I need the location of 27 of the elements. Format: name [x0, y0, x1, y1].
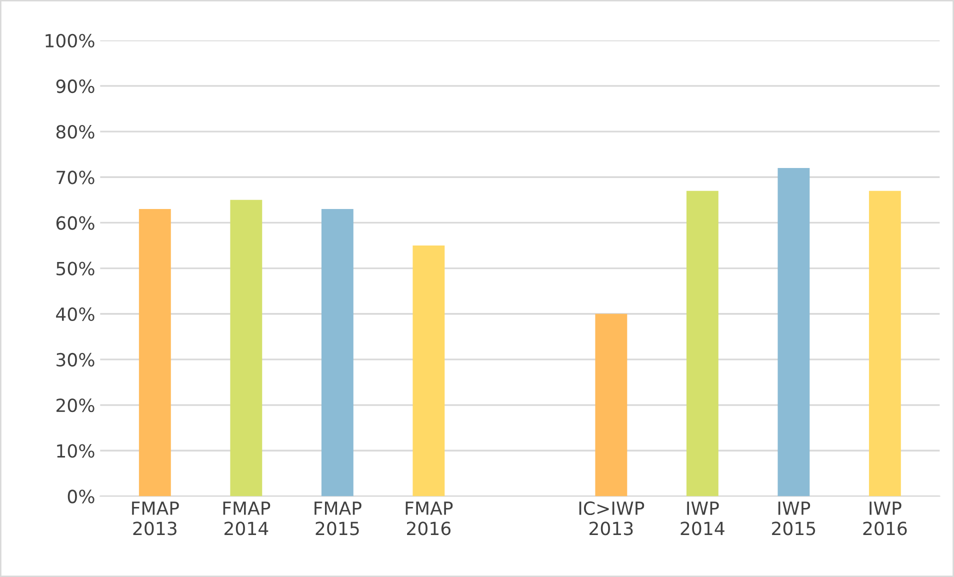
bar [321, 209, 354, 496]
y-tick-label: 20% [56, 398, 94, 412]
y-tick-label: 80% [56, 125, 94, 139]
y-tick-label: 30% [56, 352, 94, 367]
y-tick-label: 50% [56, 262, 94, 276]
y-tick-label: 0% [68, 490, 94, 504]
x-tick-label: FMAP 2014 [223, 502, 270, 536]
x-tick-label: IWP 2015 [772, 502, 816, 536]
y-tick-label: 100% [46, 34, 94, 48]
bar [412, 246, 445, 496]
bar [138, 209, 171, 496]
x-tick-label: IWP 2014 [680, 502, 724, 536]
x-tick-label: FMAP 2013 [132, 502, 179, 536]
y-tick-label: 60% [56, 216, 94, 230]
bar [778, 168, 810, 496]
x-tick-label: FMAP 2015 [314, 502, 362, 536]
y-tick-label: 90% [56, 79, 94, 94]
bar [595, 314, 628, 496]
y-tick-label: 70% [56, 170, 94, 184]
bar [868, 190, 901, 496]
y-tick-label: 10% [57, 444, 94, 458]
x-tick-label: IC>IWP 2013 [579, 501, 644, 536]
y-tick-label: 40% [56, 307, 94, 322]
x-tick-label: FMAP 2016 [406, 502, 453, 536]
bar [686, 190, 718, 496]
bar [230, 200, 262, 496]
x-tick-label: IWP 2016 [863, 502, 907, 536]
